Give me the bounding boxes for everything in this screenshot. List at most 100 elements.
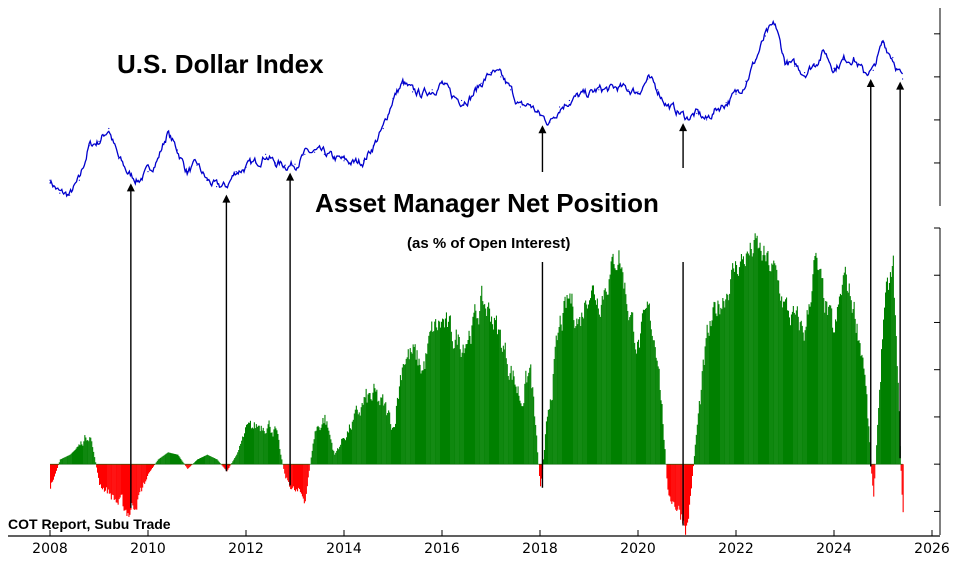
net-position-bar xyxy=(107,464,109,490)
net-position-bar xyxy=(212,457,214,465)
net-position-bar xyxy=(689,464,691,496)
net-position-bar xyxy=(205,455,207,465)
net-position-bar xyxy=(337,448,339,465)
x-tick-label: 2016 xyxy=(424,541,460,557)
arrow-head xyxy=(286,172,295,181)
net-position-bar xyxy=(257,425,259,465)
x-tick-label: 2010 xyxy=(130,541,166,557)
net-position-bar xyxy=(221,464,223,466)
dollar-index-point xyxy=(98,140,100,142)
net-position-bar xyxy=(464,348,466,465)
net-position-bar xyxy=(242,436,244,465)
net-position-bar xyxy=(472,316,474,465)
net-position-bar xyxy=(742,256,744,465)
net-position-bar xyxy=(839,293,841,465)
net-position-bar xyxy=(531,388,533,465)
net-position-bar xyxy=(516,393,518,465)
net-position-bar xyxy=(380,397,382,465)
net-position-bar xyxy=(427,343,429,465)
net-position-bar xyxy=(678,464,680,506)
net-position-bar xyxy=(462,344,464,465)
net-position-bar xyxy=(274,426,276,465)
net-position-bar xyxy=(692,464,694,467)
net-position-bar xyxy=(619,263,621,465)
net-position-bar xyxy=(447,321,449,465)
net-position-bar xyxy=(652,340,654,465)
net-position-bar xyxy=(51,464,53,483)
net-position-bar xyxy=(867,418,869,465)
net-position-bar xyxy=(151,464,153,468)
net-position-bar xyxy=(490,321,492,465)
net-position-bar xyxy=(199,458,201,465)
net-position-bar xyxy=(631,312,633,465)
net-position-bar xyxy=(646,301,648,465)
net-position-bar xyxy=(266,428,268,465)
net-position-bar xyxy=(841,284,843,465)
net-position-bar xyxy=(275,428,277,465)
net-position-bar xyxy=(330,439,332,465)
net-position-bar xyxy=(831,308,833,465)
net-position-bar xyxy=(845,274,847,465)
net-position-bar xyxy=(474,304,476,465)
net-position-bar xyxy=(444,318,446,465)
net-position-bar xyxy=(817,269,819,465)
net-position-bar xyxy=(322,418,324,465)
net-position-bar xyxy=(561,330,563,465)
net-position-bar xyxy=(681,464,683,515)
net-position-bar xyxy=(494,320,496,465)
net-position-bar xyxy=(335,452,337,465)
net-position-bar xyxy=(679,464,681,510)
net-position-bar xyxy=(292,464,294,488)
net-position-bar xyxy=(886,277,888,465)
net-position-bar xyxy=(203,456,205,465)
net-position-bar xyxy=(295,464,297,492)
net-position-bar xyxy=(55,464,57,471)
net-position-bar xyxy=(699,404,701,465)
net-position-bar xyxy=(372,392,374,465)
net-position-bar xyxy=(238,450,240,465)
net-position-bar xyxy=(873,464,875,497)
net-position-bar xyxy=(861,354,863,465)
net-position-bar xyxy=(628,320,630,465)
net-position-bar xyxy=(776,269,778,465)
net-position-bar xyxy=(493,317,495,465)
net-position-bar xyxy=(246,424,248,465)
dollar-index-point xyxy=(108,127,110,130)
net-position-bar xyxy=(204,455,206,465)
net-position-bar xyxy=(194,462,196,465)
net-position-bar xyxy=(72,451,74,465)
net-position-bar xyxy=(196,460,198,465)
dollar-index-point xyxy=(255,162,257,164)
net-position-bar xyxy=(129,464,131,515)
net-position-bar xyxy=(613,264,615,465)
net-position-bar xyxy=(878,408,880,465)
net-position-bar xyxy=(172,453,174,465)
net-position-bar xyxy=(92,447,94,465)
net-position-bar xyxy=(441,321,443,465)
net-position-bar xyxy=(110,464,112,500)
net-position-bar xyxy=(645,307,647,465)
net-position-bar xyxy=(534,416,536,465)
net-position-bar xyxy=(752,253,754,465)
net-position-bar xyxy=(746,251,748,465)
net-position-bar xyxy=(111,464,113,495)
net-position-bar xyxy=(395,405,397,465)
net-position-bar xyxy=(610,261,612,465)
net-position-bar xyxy=(638,339,640,465)
net-position-bar xyxy=(202,456,204,465)
dollar-index-point xyxy=(245,166,247,168)
net-position-bar xyxy=(720,307,722,465)
net-position-bar xyxy=(747,253,749,465)
net-position-bar xyxy=(328,430,330,465)
net-position-bar xyxy=(338,449,340,465)
x-axis: 2008 2010 2012 2014 2016 2018 2020 2022 2024 2026 xyxy=(8,530,950,557)
net-position-bar xyxy=(707,332,709,465)
dollar-index-point xyxy=(235,171,237,173)
net-position-bar xyxy=(250,428,252,465)
dollar-index-point xyxy=(78,179,80,181)
net-position-bar xyxy=(879,389,881,465)
net-position-bar xyxy=(799,322,801,465)
net-position-bar xyxy=(788,317,790,465)
net-position-bar xyxy=(211,457,213,465)
